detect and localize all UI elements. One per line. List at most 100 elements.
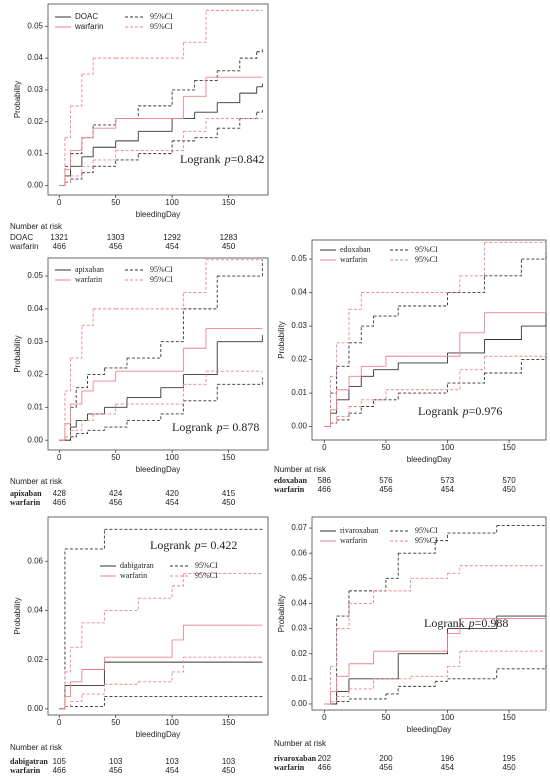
x-tick-label: 0 bbox=[57, 198, 62, 207]
ci-step bbox=[521, 252, 547, 260]
risk-row-label: warfarin bbox=[274, 763, 305, 772]
legend-label: warfarin bbox=[340, 536, 367, 545]
risk-count: 454 bbox=[165, 498, 179, 507]
risk-count: 424 bbox=[109, 489, 123, 498]
panel: 0.00 0.01 0.02 0.03 0.04 0.05 0 50 100 150 bleedin… bbox=[10, 257, 269, 507]
step bbox=[256, 83, 263, 88]
ci-step bbox=[336, 698, 350, 702]
ci-step bbox=[160, 400, 184, 415]
y-tick-label: 0.02 bbox=[291, 649, 307, 658]
ci-step bbox=[138, 140, 173, 155]
y-tick-label: 0.04 bbox=[291, 599, 307, 608]
risk-count: 454 bbox=[441, 763, 455, 772]
ci-step bbox=[70, 433, 77, 438]
step bbox=[324, 413, 331, 428]
ci-step bbox=[348, 678, 375, 690]
step bbox=[336, 386, 350, 401]
ci-step bbox=[361, 389, 387, 401]
step bbox=[459, 312, 485, 334]
step bbox=[484, 326, 522, 340]
ci-step bbox=[59, 390, 66, 441]
annotation-value: = 0.422 bbox=[201, 538, 238, 552]
ci-step bbox=[64, 430, 72, 438]
y-axis-label: Probability bbox=[13, 81, 22, 118]
step bbox=[64, 681, 72, 698]
legend-label: 95%CI bbox=[415, 245, 438, 254]
ci-step bbox=[87, 367, 105, 375]
ci-step bbox=[93, 404, 117, 415]
risk-title: Number at risk bbox=[10, 743, 63, 752]
risk-count: 103 bbox=[109, 757, 123, 766]
ci-step bbox=[183, 10, 207, 43]
legend-label: warfarin bbox=[340, 255, 367, 264]
risk-count: 454 bbox=[165, 766, 179, 775]
step bbox=[435, 332, 461, 357]
risk-count: 456 bbox=[109, 498, 123, 507]
risk-count: 1292 bbox=[163, 233, 181, 242]
step bbox=[239, 86, 258, 94]
x-tick-label: 50 bbox=[111, 198, 120, 207]
step bbox=[447, 339, 485, 354]
risk-count: 456 bbox=[109, 766, 123, 775]
y-tick-label: 0.02 bbox=[27, 117, 43, 126]
legend-label: 95%CI bbox=[195, 561, 218, 570]
ci-step bbox=[172, 80, 196, 91]
annotation-p: p bbox=[462, 404, 469, 418]
ci-step bbox=[160, 308, 184, 343]
ci-step bbox=[70, 166, 83, 177]
legend-label: apixaban bbox=[75, 265, 104, 274]
risk-count: 103 bbox=[165, 757, 179, 766]
risk-count: 450 bbox=[222, 766, 236, 775]
ci-step bbox=[435, 678, 448, 682]
ci-step bbox=[160, 131, 184, 151]
step bbox=[81, 128, 94, 139]
ci-step bbox=[183, 118, 207, 132]
x-tick-label: 100 bbox=[165, 718, 179, 727]
ci-step bbox=[324, 666, 331, 705]
ci-step bbox=[64, 358, 72, 392]
step bbox=[59, 423, 66, 441]
ci-step bbox=[324, 376, 331, 428]
ci-step bbox=[76, 430, 88, 435]
y-tick-label: 0.04 bbox=[27, 53, 43, 62]
ci-step bbox=[447, 668, 498, 680]
step bbox=[330, 389, 338, 411]
x-tick-label: 50 bbox=[111, 718, 120, 727]
step bbox=[64, 166, 72, 177]
step bbox=[70, 390, 83, 405]
ci-step bbox=[70, 387, 77, 408]
step bbox=[348, 651, 375, 665]
ci-step bbox=[81, 166, 94, 174]
ci-step bbox=[76, 374, 88, 389]
step bbox=[59, 175, 66, 186]
ci-step bbox=[70, 325, 83, 359]
step bbox=[361, 356, 387, 367]
panel: 0.00 0.01 0.02 0.03 0.04 0.05 0 50 100 150 bleedin… bbox=[274, 239, 547, 494]
y-axis-label: Probability bbox=[13, 597, 22, 634]
ci-step bbox=[81, 684, 105, 695]
y-tick-label: 0.00 bbox=[27, 181, 43, 190]
x-tick-label: 50 bbox=[381, 713, 390, 722]
ci-step bbox=[336, 406, 350, 417]
ci-step bbox=[183, 384, 218, 402]
step bbox=[330, 399, 338, 414]
risk-count: 1321 bbox=[50, 233, 68, 242]
annotation-p: p bbox=[224, 152, 231, 166]
step bbox=[410, 633, 448, 652]
risk-count: 466 bbox=[53, 498, 67, 507]
x-tick-label: 100 bbox=[441, 713, 455, 722]
step bbox=[183, 341, 218, 375]
ci-step bbox=[398, 540, 436, 554]
ci-step bbox=[373, 578, 411, 592]
risk-row-label: warfarin bbox=[10, 766, 41, 775]
ci-step bbox=[183, 259, 207, 293]
risk-count: 105 bbox=[53, 757, 67, 766]
plot-frame bbox=[47, 3, 269, 196]
step bbox=[160, 348, 184, 372]
logrank-annotation: Logrank p=0.988 bbox=[424, 616, 508, 630]
logrank-annotation: Logrank p=0.842 bbox=[180, 152, 264, 166]
ci-step bbox=[348, 693, 387, 700]
step bbox=[126, 387, 162, 398]
plot-frame bbox=[311, 516, 547, 711]
risk-count: 466 bbox=[53, 766, 67, 775]
